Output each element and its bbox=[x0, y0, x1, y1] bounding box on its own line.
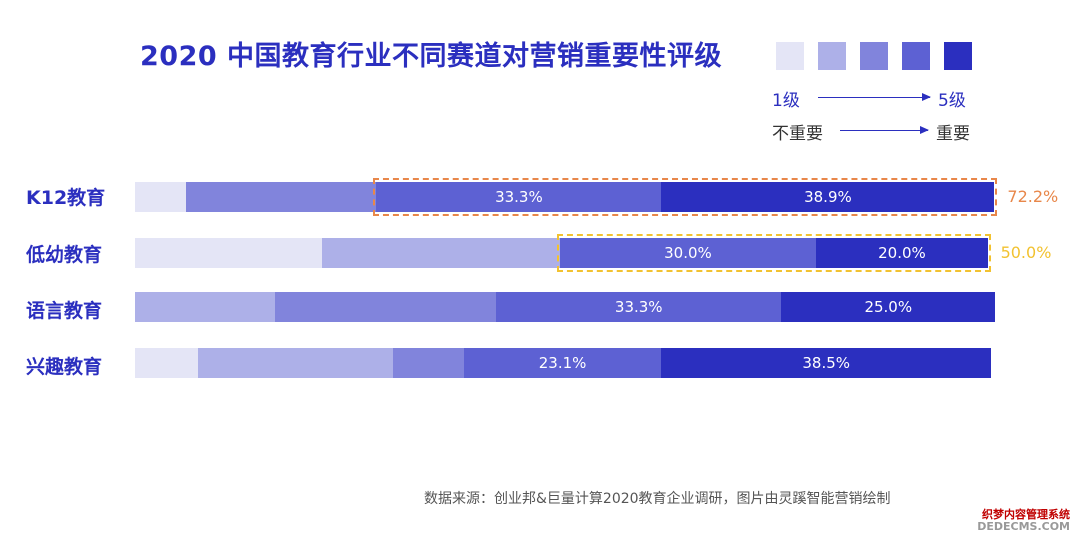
legend-level-arrow bbox=[818, 93, 931, 101]
bar-data-label: 33.3% bbox=[495, 188, 543, 206]
highlight-box bbox=[373, 178, 998, 216]
bar-segment bbox=[816, 238, 988, 268]
legend-importance-low: 不重要 bbox=[772, 124, 823, 144]
bar-segment bbox=[496, 292, 782, 322]
bar-data-label: 38.5% bbox=[802, 354, 851, 372]
row-label-language: 语言教育 bbox=[26, 300, 103, 322]
bar-data-label: 25.0% bbox=[864, 298, 913, 316]
bar-segment bbox=[559, 238, 817, 268]
watermark-line1: 织梦内容管理系统 bbox=[982, 508, 1070, 521]
bar-segment bbox=[198, 348, 393, 378]
bar-data-label: 23.1% bbox=[538, 354, 587, 372]
bar-segment bbox=[275, 292, 497, 322]
bar-segment bbox=[135, 238, 322, 268]
bar-segment bbox=[376, 182, 662, 212]
bar-segment bbox=[135, 292, 276, 322]
legend-importance-high: 重要 bbox=[936, 124, 970, 144]
bar-segment bbox=[392, 348, 464, 378]
legend-swatch-3 bbox=[860, 42, 888, 70]
bar-segment bbox=[661, 348, 991, 378]
chart-title: 2020 中国教育行业不同赛道对营销重要性评级 bbox=[140, 41, 723, 72]
row-label-interest: 兴趣教育 bbox=[26, 356, 103, 378]
bar-segment bbox=[135, 182, 187, 212]
row-label-preschool: 低幼教育 bbox=[26, 244, 103, 266]
highlight-total-label: 50.0% bbox=[1000, 243, 1052, 262]
bar-data-label: 20.0% bbox=[878, 244, 926, 262]
bar-segment bbox=[661, 182, 995, 212]
bar-segment bbox=[135, 348, 199, 378]
legend-level-high: 5级 bbox=[938, 91, 966, 111]
highlight-box bbox=[556, 234, 991, 272]
bar-data-label: 38.9% bbox=[804, 188, 852, 206]
bar-data-label: 33.3% bbox=[614, 298, 663, 316]
source-note: 数据来源：创业邦&巨量计算2020教育企业调研，图片由灵蹊智能营销绘制 bbox=[424, 491, 891, 507]
legend-level-low: 1级 bbox=[772, 91, 800, 111]
bar-segment bbox=[186, 182, 377, 212]
bar-segment bbox=[781, 292, 996, 322]
legend-importance-arrow bbox=[840, 126, 929, 134]
bar-segment bbox=[321, 238, 560, 268]
row-label-k12: K12教育 bbox=[26, 187, 106, 209]
legend-swatch-5 bbox=[944, 42, 972, 70]
bar-data-label: 30.0% bbox=[664, 244, 712, 262]
bar-segment bbox=[463, 348, 662, 378]
legend-swatch-2 bbox=[818, 42, 846, 70]
highlight-total-label: 72.2% bbox=[1007, 187, 1059, 206]
legend-swatch-1 bbox=[776, 42, 804, 70]
watermark-line2: DEDECMS.COM bbox=[977, 520, 1070, 533]
legend-swatch-4 bbox=[902, 42, 930, 70]
